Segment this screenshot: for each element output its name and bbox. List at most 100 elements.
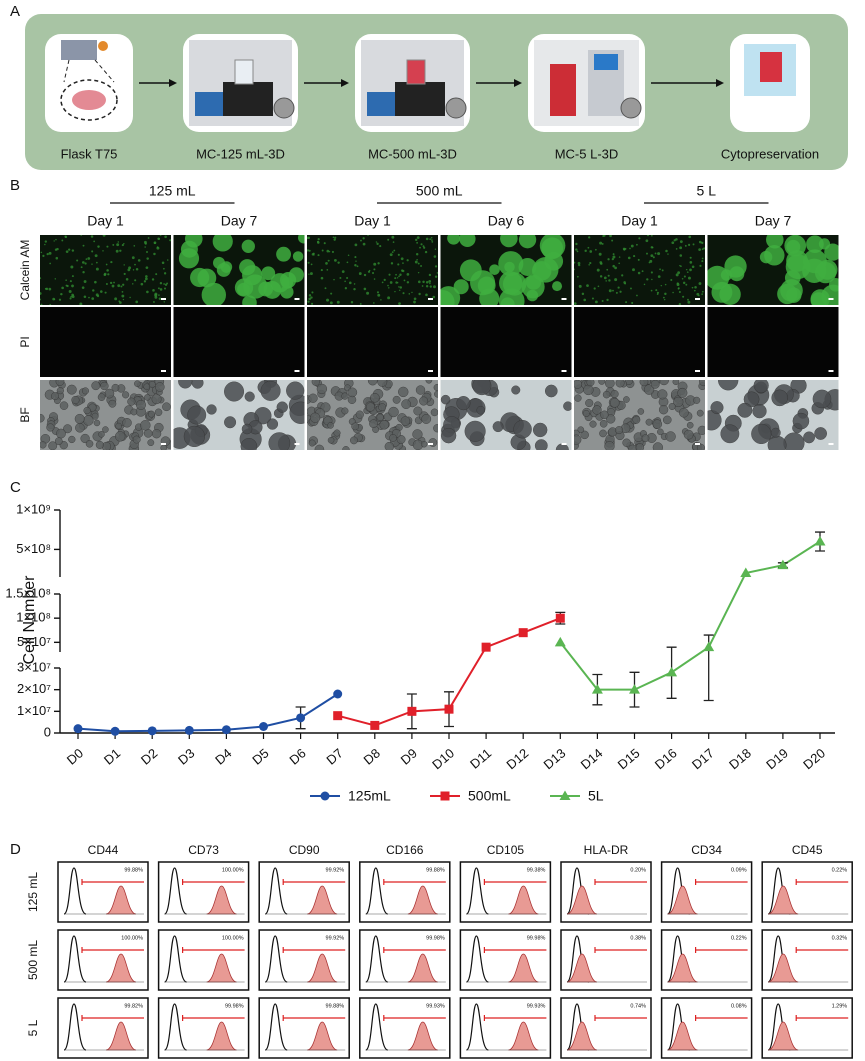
fluor <box>500 297 515 305</box>
fluor <box>134 263 136 266</box>
scale-bar <box>561 443 567 445</box>
carrier <box>718 380 739 391</box>
carrier <box>586 380 595 387</box>
point <box>370 720 380 730</box>
fluor <box>320 276 324 280</box>
carrier <box>392 395 401 404</box>
fluor <box>311 291 314 294</box>
fluor <box>611 239 614 242</box>
stain-peak <box>105 953 137 983</box>
fluor <box>685 268 688 271</box>
fluor <box>135 300 139 304</box>
percentage: 0.09% <box>731 867 747 873</box>
percentage: 0.08% <box>731 1003 747 1009</box>
carrier <box>641 434 650 443</box>
fluor <box>411 291 413 294</box>
fluor <box>96 294 100 298</box>
fluor <box>70 295 73 298</box>
fluor <box>701 290 704 293</box>
x-tick-label: D7 <box>323 745 345 767</box>
fluor <box>140 282 144 286</box>
fluor <box>134 279 137 282</box>
fluor <box>393 249 396 252</box>
fluor <box>638 237 641 240</box>
step-image <box>534 40 642 126</box>
fluor <box>152 289 155 292</box>
fluor <box>44 240 48 243</box>
scale-bar <box>428 370 433 372</box>
carrier <box>266 418 279 430</box>
scale-bar <box>695 298 700 300</box>
fluor <box>398 286 400 288</box>
fluor <box>116 243 120 247</box>
fluor <box>354 264 357 267</box>
percentage: 99.98% <box>225 1003 244 1009</box>
fluor <box>689 256 692 259</box>
fluor <box>336 300 340 304</box>
series-line <box>77 693 339 733</box>
fluor <box>96 261 98 264</box>
carrier <box>582 409 590 417</box>
fluor <box>308 249 311 252</box>
carrier <box>365 402 376 412</box>
marker-label: CD45 <box>792 843 823 857</box>
fluor <box>425 237 429 241</box>
micrograph-content <box>173 380 305 450</box>
gate <box>383 879 446 885</box>
fluor <box>70 265 74 269</box>
day-label: Day 7 <box>755 213 792 229</box>
fluor <box>433 255 437 258</box>
fluor <box>83 295 87 299</box>
carrier <box>240 438 258 450</box>
micrograph <box>173 380 305 450</box>
carrier <box>370 392 380 403</box>
fluor <box>113 281 115 284</box>
fluor <box>599 275 603 278</box>
point <box>703 641 715 652</box>
fluor <box>646 252 648 255</box>
micrograph <box>307 307 438 377</box>
fluor <box>440 286 461 305</box>
fluor <box>80 235 82 236</box>
volume-label: 5 L <box>697 183 717 199</box>
fluor <box>629 247 631 250</box>
fluor <box>679 246 683 250</box>
marker-label: CD34 <box>691 843 722 857</box>
fluor <box>155 273 158 276</box>
fluor <box>676 283 680 287</box>
percentage: 0.38% <box>630 935 646 941</box>
fluor <box>353 287 356 291</box>
carrier <box>657 428 664 436</box>
fluor <box>317 254 320 257</box>
carrier <box>286 381 305 400</box>
micrograph-content <box>307 235 438 305</box>
fluor <box>392 241 395 243</box>
carrier <box>396 435 406 444</box>
fluor <box>698 248 701 252</box>
carrier <box>308 393 318 403</box>
percentage: 99.92% <box>326 935 345 941</box>
fluor <box>91 297 95 300</box>
fluor <box>408 293 411 295</box>
carrier <box>51 392 59 401</box>
fluor <box>689 261 693 264</box>
percentage: 99.38% <box>527 867 546 873</box>
fluor <box>785 287 802 303</box>
micrograph-bg <box>707 307 839 377</box>
carrier <box>767 435 787 450</box>
carrier <box>413 406 423 416</box>
fluor <box>636 243 638 246</box>
legend-label: 125mL <box>348 788 391 804</box>
fluor <box>292 251 304 262</box>
carrier <box>132 435 141 444</box>
percentage: 1.29% <box>832 1003 848 1009</box>
carrier <box>384 441 394 450</box>
fluor <box>599 241 603 245</box>
fluor <box>659 268 661 271</box>
carrier <box>696 443 705 450</box>
fluor <box>356 265 359 268</box>
micrograph-bg <box>307 235 438 305</box>
carrier <box>574 394 582 402</box>
fluor <box>321 249 324 252</box>
gate <box>695 947 748 953</box>
